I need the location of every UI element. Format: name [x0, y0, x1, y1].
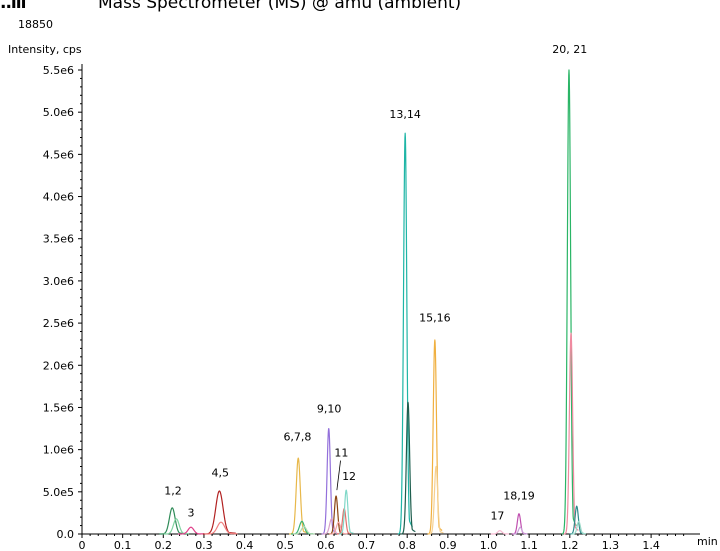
peak-label: 3 — [187, 506, 194, 519]
peak-label: 18,19 — [503, 489, 535, 502]
series-18-line — [428, 465, 444, 535]
title-bar: ..lll Mass Spectrometer (MS) @ amu (ambi… — [0, 0, 720, 15]
x-tick-label: 0.1 — [114, 539, 132, 551]
x-tick-label: 0.6 — [317, 539, 335, 551]
y-tick-label: 1.0e6 — [43, 444, 74, 457]
series-19-line — [490, 530, 510, 535]
x-tick-label: 0 — [79, 539, 86, 551]
label-11-leader — [336, 460, 341, 491]
series-14-line — [338, 489, 354, 535]
series-8-line — [292, 525, 316, 535]
series-layer — [159, 69, 587, 535]
y-tick-label: 4.5e6 — [43, 148, 74, 161]
y-tick-label: 4.0e6 — [43, 191, 74, 204]
series-5-line — [204, 521, 238, 535]
series-9-line — [321, 427, 337, 535]
peak-label: 4,5 — [211, 467, 229, 480]
peak-labels: 1,2 3 4,5 6,7,8 9,10 11 12 13,14 15,16 17 18,19 20,… — [164, 43, 587, 523]
peak-label: 12 — [342, 470, 356, 483]
series-12-line — [329, 521, 348, 535]
y-tick-label: 1.5e6 — [43, 401, 74, 414]
y-axis-label: Intensity, cps — [8, 43, 82, 56]
peak-label: 13,14 — [389, 108, 421, 121]
series-22-line — [561, 69, 577, 535]
x-tick-label: 1.4 — [642, 539, 660, 551]
series-4-line — [202, 490, 236, 535]
peak-label: 20, 21 — [552, 43, 587, 56]
peak-label: 9,10 — [317, 403, 342, 416]
series-16-line — [400, 401, 416, 535]
x-axis-label: min — [697, 535, 718, 548]
y-tick-label: 5.0e6 — [43, 106, 74, 119]
series-15-line — [397, 132, 413, 535]
peak-label: 6,7,8 — [283, 430, 311, 443]
y-tick-label: 0.0 — [57, 528, 75, 541]
y-tick-label: 3.5e6 — [43, 233, 74, 246]
x-tick-label: 0.5 — [277, 539, 295, 551]
x-tick-label: 0.2 — [155, 539, 173, 551]
series-17-line — [427, 339, 443, 535]
y-tick-label: 5.5e6 — [43, 64, 74, 77]
x-tick-label: 0.9 — [439, 539, 457, 551]
x-tick-label: 0.8 — [398, 539, 416, 551]
title-mark: ..lll — [0, 0, 26, 13]
peak-label: 11 — [334, 446, 348, 459]
series-20-line — [511, 513, 527, 535]
peak-label: 1,2 — [164, 484, 182, 497]
series-21-line — [512, 526, 528, 535]
series-6-line — [288, 457, 308, 535]
peak-label: 17 — [490, 510, 504, 523]
x-tick-label: 0.3 — [195, 539, 213, 551]
series-25-line — [571, 520, 587, 535]
x-tick-label: 0.7 — [358, 539, 376, 551]
x-tick-label: 1.2 — [561, 539, 579, 551]
x-tick-label: 0.4 — [236, 539, 254, 551]
y-tick-label: 5.0e5 — [43, 486, 74, 499]
series-23-line — [563, 332, 579, 535]
axes: 0 0.1 0.2 0.3 0.4 0.5 0.6 0.7 0.8 0.9 1.0 1.1 1.2 1.3… — [43, 64, 700, 551]
x-tick-label: 1.3 — [602, 539, 620, 551]
y-tick-label: 2.0e6 — [43, 359, 74, 372]
x-tick-label: 1.1 — [520, 539, 538, 551]
series-3-line — [177, 526, 204, 535]
scan-label: 18850 — [18, 18, 53, 31]
y-tick-label: 2.5e6 — [43, 317, 74, 330]
chart-title: Mass Spectrometer (MS) @ amu (ambient) — [98, 0, 462, 13]
x-tick-label: 1.0 — [480, 539, 498, 551]
peak-label: 15,16 — [419, 311, 451, 324]
y-tick-label: 3.0e6 — [43, 275, 74, 288]
